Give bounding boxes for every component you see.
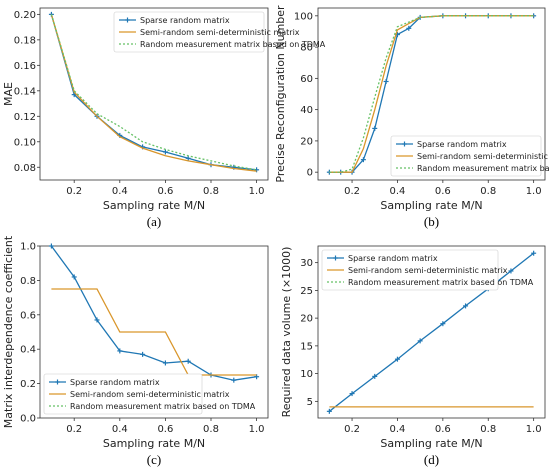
y-axis-label: Matrix interdependence coefficient [2,235,15,428]
x-axis-label: Sampling rate M/N [380,437,482,450]
series-line-3 [50,14,257,171]
y-tick-label: 0.08 [14,163,36,174]
x-tick-label: 0.4 [112,186,128,197]
y-tick-label: 0.20 [14,10,36,21]
x-tick-label: 0.4 [389,424,405,435]
y-tick-label: 0 [307,168,313,179]
x-tick-label: 1.0 [526,424,542,435]
y-tick-label: 15 [300,341,313,352]
chart-panel-1: 0.2 0.4 0.6 0.8 1.0 0.08 0.10 0.12 0.14 0.16 0.18 0… [2,7,326,229]
y-tick-label: 0.16 [14,61,36,72]
legend: Sparse random matrix Semi-random semi-det… [113,11,326,53]
y-tick-label: 0.10 [14,137,36,148]
chart-panel-4: 0.2 0.4 0.6 0.8 1.0 5 10 15 20 25 30 Sampling rate … [280,245,546,467]
legend-label: Semi-random semi-deterministic matrix [348,266,508,275]
legend-label: Random measurement matrix based on TDMA [140,40,326,49]
x-tick-label: 0.4 [112,424,128,435]
y-axis-label: Precise Reconfiguration Number [274,5,287,183]
y-tick-label: 5 [307,397,313,408]
x-tick-label: 0.8 [203,424,219,435]
panel-caption: (b) [424,214,439,229]
series-line-2 [51,288,257,376]
legend-label: Semi-random semi-deterministic matrix [140,28,300,37]
y-tick-label: 0.6 [20,310,36,321]
legend-label: Sparse random matrix [140,16,230,25]
legend-label: Random measurement matrix based on TDMA [417,164,550,173]
y-tick-label: 20 [300,314,313,325]
x-tick-label: 0.6 [435,186,451,197]
y-tick-label: 100 [294,11,313,22]
y-tick-label: 0.12 [14,112,36,123]
panel-caption: (d) [424,452,439,467]
plot-area [317,7,546,181]
legend-box [390,135,542,177]
legend-label: Sparse random matrix [417,140,507,149]
series-line-2 [50,14,257,172]
legend-label: Semi-random semi-deterministic matrix [70,390,230,399]
x-axis-label: Sampling rate M/N [103,437,205,450]
legend-label: Sparse random matrix [70,378,160,387]
x-tick-label: 1.0 [249,424,265,435]
x-tick-label: 0.8 [203,186,219,197]
y-tick-label: 1.0 [20,242,36,253]
x-tick-label: 0.6 [157,424,173,435]
y-axis-label: MAE [2,82,15,106]
x-axis-label: Sampling rate M/N [103,199,205,212]
x-tick-label: 0.6 [157,186,173,197]
x-tick-label: 1.0 [249,186,265,197]
y-tick-label: 40 [300,105,313,116]
series-line-1 [329,252,535,412]
legend-box [321,249,499,291]
x-axis-label: Sampling rate M/N [380,199,482,212]
legend-box [43,373,203,415]
legend: Sparse random matrix Semi-random semi-det… [321,249,534,291]
x-tick-label: 0.8 [480,424,496,435]
legend-label: Random measurement matrix based on TDMA [70,402,256,411]
x-tick-label: 0.8 [480,186,496,197]
y-tick-label: 60 [300,74,313,85]
y-tick-label: 10 [300,369,313,380]
y-axis-label: Required data volume (×1000) [280,247,293,418]
y-tick-label: 80 [300,43,313,54]
legend: Sparse random matrix Semi-random semi-det… [390,135,550,177]
y-tick-label: 0.2 [20,379,36,390]
panel-caption: (c) [147,452,161,467]
legend-label: Random measurement matrix based on TDMA [348,278,534,287]
legend-box [113,11,265,53]
x-tick-label: 0.6 [435,424,451,435]
x-tick-label: 0.2 [66,424,82,435]
y-tick-label: 0.0 [20,414,36,425]
plot-area [39,245,269,419]
y-tick-label: 25 [300,286,313,297]
x-tick-label: 0.2 [344,424,360,435]
x-tick-label: 0.2 [66,186,82,197]
y-tick-label: 0.14 [14,86,36,97]
legend: Sparse random matrix Semi-random semi-det… [43,373,256,415]
series-line-3 [329,15,534,173]
chart-panel-2: 0.2 0.4 0.6 0.8 1.0 0 20 40 60 80 100 Sampling rate… [274,5,550,229]
y-tick-label: 20 [300,136,313,147]
y-tick-label: 0.4 [20,345,36,356]
y-tick-label: 0.18 [14,35,36,46]
x-tick-label: 1.0 [526,186,542,197]
y-tick-label: 0.8 [20,276,36,287]
panel-caption: (a) [147,214,161,229]
y-tick-label: 30 [300,258,313,269]
plot-area [317,245,546,419]
legend-label: Semi-random semi-deterministic matrix [417,152,550,161]
series-line-1 [50,245,257,381]
plot-area [39,7,269,181]
chart-panel-3: 0.2 0.4 0.6 0.8 1.0 0.0 0.2 0.4 0.6 0.8 1.0 Samplin… [2,235,269,467]
legend-label: Sparse random matrix [348,254,438,263]
x-tick-label: 0.2 [344,186,360,197]
x-tick-label: 0.4 [389,186,405,197]
